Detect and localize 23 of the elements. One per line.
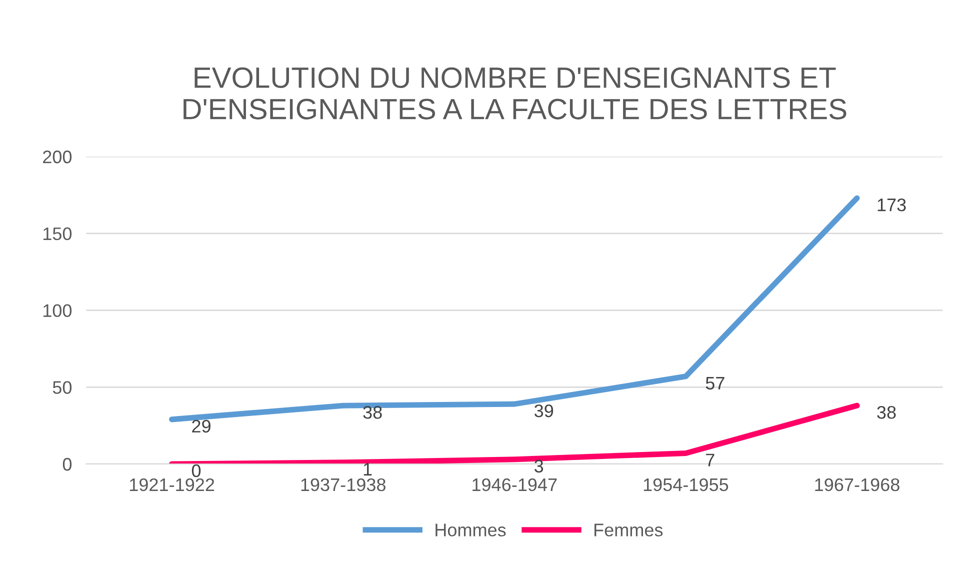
y-tick-label: 50 bbox=[52, 381, 72, 394]
y-tick-label: 150 bbox=[43, 227, 72, 240]
x-tick-label: 1946-1947 bbox=[472, 478, 557, 492]
data-label: 7 bbox=[706, 454, 714, 466]
legend-label: Femmes bbox=[594, 524, 663, 536]
data-label: 1 bbox=[364, 463, 372, 476]
y-tick-label: 200 bbox=[43, 150, 72, 164]
data-label: 38 bbox=[877, 406, 896, 419]
legend-label: Hommes bbox=[436, 524, 506, 536]
x-tick-label: 1967-1968 bbox=[815, 478, 900, 492]
x-tick-label: 1954-1955 bbox=[644, 478, 728, 492]
y-tick-label: 100 bbox=[43, 304, 72, 318]
data-label: 29 bbox=[192, 420, 210, 433]
data-label: 39 bbox=[534, 404, 554, 418]
data-label: 3 bbox=[534, 460, 544, 473]
data-label: 38 bbox=[363, 406, 382, 419]
y-tick-label: 0 bbox=[62, 458, 72, 471]
data-label: 173 bbox=[878, 198, 906, 212]
data-label: 57 bbox=[706, 376, 724, 390]
chart-title: EVOLUTION DU NOMBRE D'ENSEIGNANTS ET D'ENSEIGNANTES A LA FACULTE DES LETTRES bbox=[184, 67, 846, 120]
x-tick-label: 1921-1922 bbox=[130, 478, 214, 492]
data-label: 0 bbox=[192, 464, 201, 478]
x-tick-label: 1937-1938 bbox=[301, 478, 386, 492]
